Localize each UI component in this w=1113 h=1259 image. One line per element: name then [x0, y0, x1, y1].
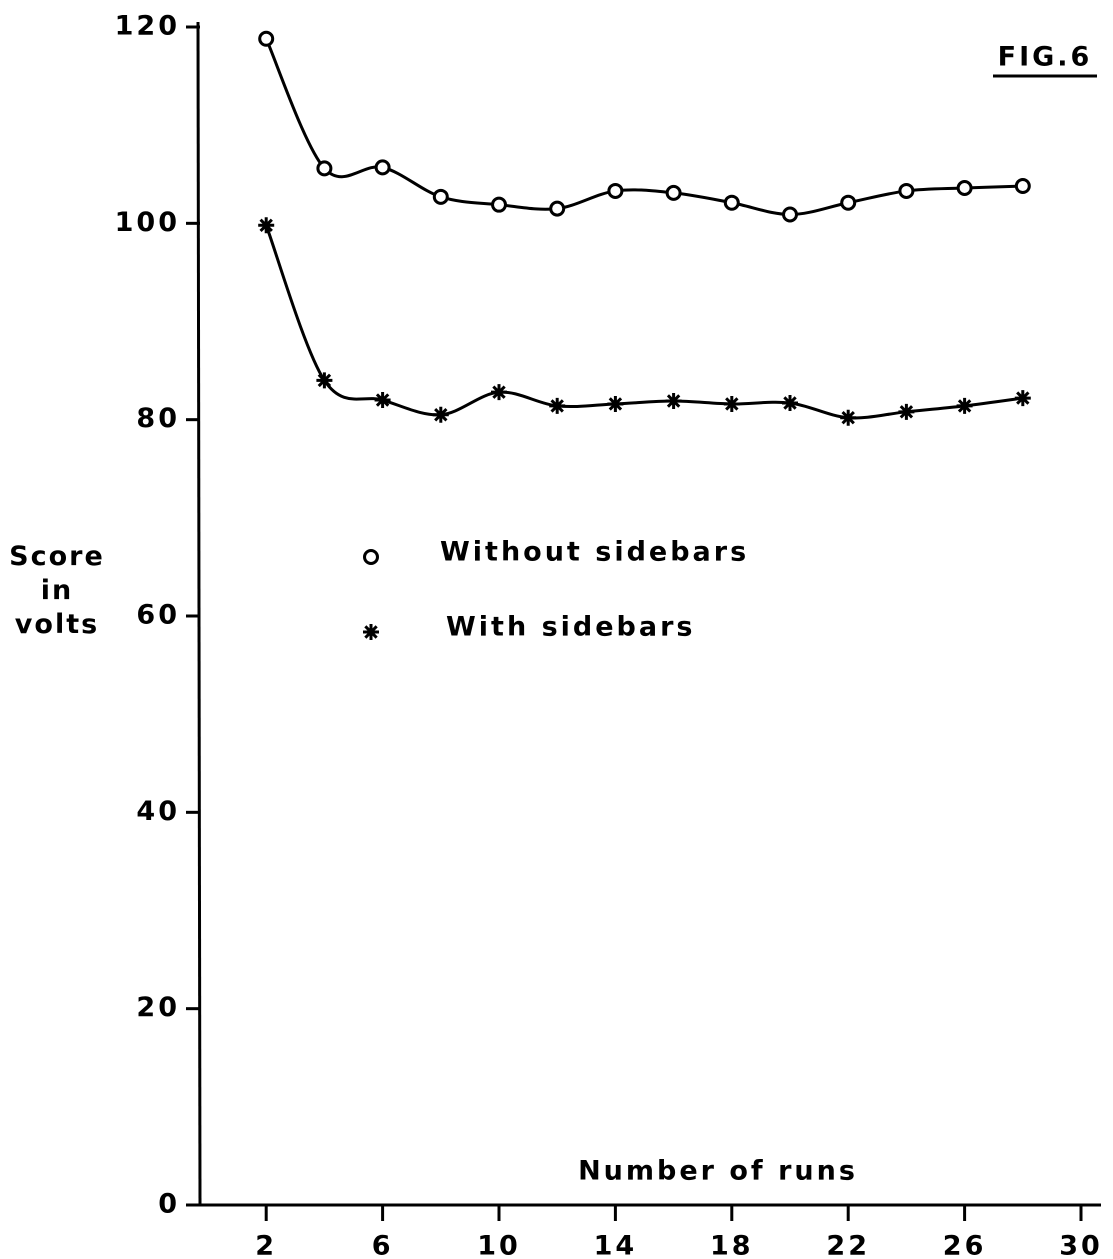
marker-circle [491, 196, 507, 213]
y-axis [196, 21, 202, 1206]
marker-circle [723, 194, 740, 211]
marker-circle [840, 194, 857, 211]
marker-circle [549, 200, 566, 217]
y-tick-label: 100 [115, 207, 180, 238]
y-tick-label: 20 [136, 992, 180, 1023]
marker-asterisk [956, 397, 973, 414]
marker-asterisk [363, 624, 379, 640]
chart-title: FIG.6 [998, 42, 1093, 73]
marker-asterisk [840, 409, 857, 426]
marker-asterisk [432, 406, 449, 423]
y-tick-label: 40 [136, 796, 180, 827]
marker-asterisk [665, 393, 682, 410]
marker-circle [316, 160, 333, 177]
marker-circle [665, 184, 682, 201]
marker-asterisk [1014, 390, 1031, 407]
marker-circle [363, 549, 379, 565]
marker-asterisk [723, 395, 740, 412]
x-tick-label: 30 [1059, 1231, 1103, 1259]
x-tick-label: 14 [594, 1231, 638, 1259]
series-line [264, 224, 1024, 420]
marker-circle [258, 30, 275, 47]
x-tick-label: 18 [710, 1231, 754, 1259]
marker-circle [782, 206, 798, 223]
y-axis-label: Score in volts [9, 541, 105, 640]
marker-circle [898, 182, 915, 199]
y-tick-label: 0 [158, 1189, 180, 1220]
marker-circle [432, 188, 449, 205]
x-tick-label: 22 [826, 1231, 870, 1259]
marker-asterisk [491, 384, 507, 401]
marker-asterisk [898, 403, 915, 420]
y-tick-label: 60 [136, 600, 180, 631]
legend-label: With sidebars [446, 612, 695, 643]
x-tick-label: 6 [372, 1231, 394, 1259]
marker-circle [956, 179, 973, 196]
y-tick-label: 120 [115, 11, 180, 42]
x-tick-label: 26 [943, 1231, 987, 1259]
y-tick-label: 80 [136, 403, 180, 434]
marker-asterisk [607, 395, 624, 412]
x-tick-label: 2 [255, 1231, 277, 1259]
x-axis-label: Number of runs [578, 1156, 858, 1187]
marker-asterisk [258, 217, 275, 234]
marker-asterisk [782, 394, 798, 411]
marker-asterisk [374, 392, 391, 409]
marker-asterisk [316, 372, 333, 389]
marker-asterisk [549, 397, 566, 414]
legend-label: Without sidebars [440, 537, 749, 568]
marker-circle [1014, 178, 1031, 195]
marker-circle [374, 159, 391, 176]
x-tick-label: 10 [477, 1231, 521, 1259]
marker-circle [607, 182, 624, 199]
